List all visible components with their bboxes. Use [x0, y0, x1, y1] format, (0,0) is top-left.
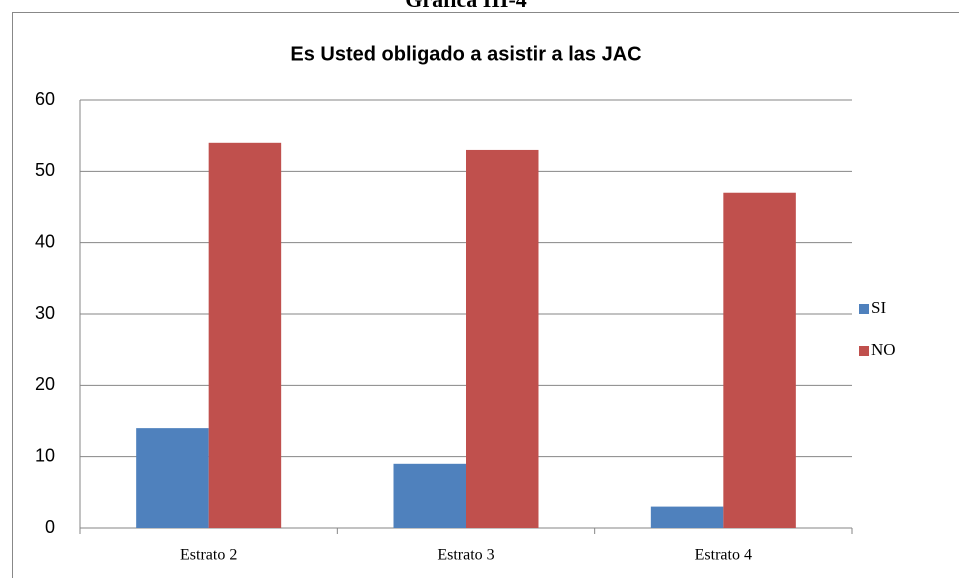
legend-label: NO	[871, 340, 896, 359]
chart-title: Es Usted obligado a asistir a las JAC	[290, 43, 641, 65]
y-tick-label: 10	[35, 445, 55, 465]
x-tick-label: Estrato 3	[437, 547, 494, 564]
y-tick-label: 40	[35, 231, 55, 251]
y-tick-label: 60	[35, 89, 55, 109]
bar	[208, 142, 282, 529]
y-tick-label: 50	[35, 160, 55, 180]
bar	[393, 463, 466, 528]
y-tick-label: 20	[35, 374, 55, 394]
legend-label: SI	[871, 298, 886, 317]
bar	[136, 428, 209, 528]
y-tick-label: 0	[45, 517, 55, 537]
legend-swatch	[859, 304, 869, 314]
bar	[650, 506, 724, 528]
heading: Gráfica III-4	[405, 0, 527, 12]
x-tick-label: Estrato 2	[180, 547, 237, 564]
x-tick-label: Estrato 4	[695, 547, 752, 564]
legend-swatch	[859, 346, 869, 356]
y-tick-label: 30	[35, 303, 55, 323]
bar	[466, 149, 539, 528]
bar	[723, 192, 796, 528]
